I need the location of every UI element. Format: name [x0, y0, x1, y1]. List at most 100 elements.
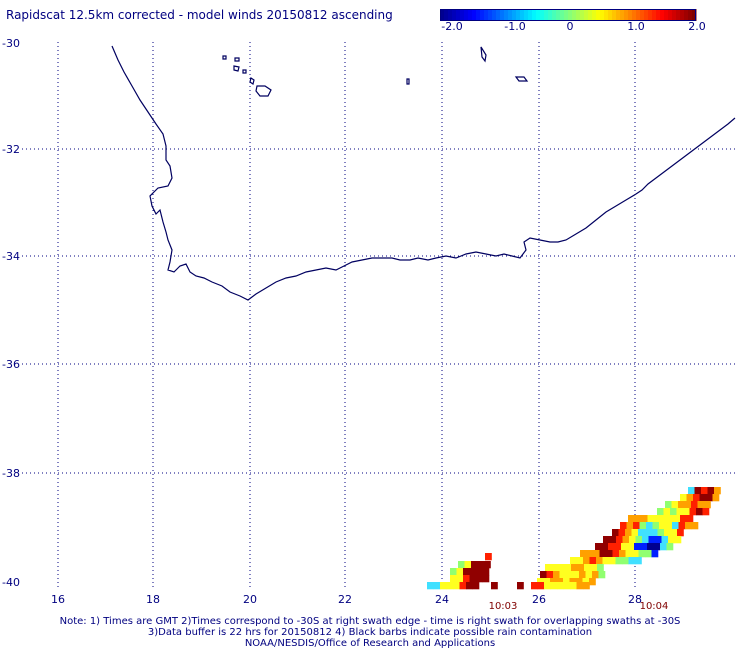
wind-cell	[603, 536, 610, 544]
wind-cell	[668, 536, 675, 544]
colorbar-cell	[660, 9, 665, 21]
colorbar-cell	[680, 9, 685, 21]
wind-cell	[714, 487, 721, 495]
colorbar-cell	[576, 9, 581, 21]
colorbar-cell	[488, 9, 493, 21]
colorbar-cell	[456, 9, 461, 21]
wind-cell	[654, 515, 661, 523]
note-line-1: Note: 1) Times are GMT 2)Times correspon…	[59, 616, 681, 627]
islands	[222, 46, 529, 97]
wind-cell	[450, 575, 457, 583]
wind-cell	[590, 564, 598, 572]
note-line-3: NOAA/NESDIS/Office of Research and Appli…	[244, 638, 496, 649]
colorbar-cell	[672, 9, 677, 21]
wind-cell	[641, 515, 648, 523]
swath-time-label: 10:04	[640, 601, 669, 612]
wind-cell	[576, 557, 584, 565]
colorbar-cell	[520, 9, 525, 21]
colorbar-cell	[640, 9, 645, 21]
wind-cell	[691, 522, 699, 530]
colorbar-label-pos1: 1.0	[627, 20, 645, 33]
wind-cell	[616, 536, 623, 544]
colorbar-cell	[496, 9, 501, 21]
wind-cell	[664, 529, 671, 537]
wind-cell	[704, 501, 711, 509]
wind-cell	[660, 515, 668, 523]
wind-cell	[625, 550, 633, 558]
wind-cell	[450, 568, 457, 576]
wind-cell	[543, 578, 551, 586]
wind-cell	[586, 550, 594, 558]
wind-cell	[440, 582, 447, 590]
wind-cell	[634, 543, 641, 551]
wind-cell	[589, 557, 597, 565]
wind-cell	[579, 571, 586, 579]
wind-cell	[622, 557, 629, 565]
wind-cell	[563, 578, 570, 586]
wind-cell	[626, 522, 634, 530]
colorbar-cell	[692, 9, 697, 21]
wind-cell	[676, 508, 684, 516]
colorbar-cell	[560, 9, 565, 21]
wind-cell	[670, 529, 678, 537]
wind-cell	[621, 543, 628, 551]
wind-cell	[618, 529, 626, 537]
wind-cell	[655, 536, 662, 544]
wind-cell	[615, 557, 623, 565]
wind-cell	[647, 515, 655, 523]
wind-cell	[472, 582, 480, 590]
colorbar-cell	[668, 9, 673, 21]
colorbar-cell	[620, 9, 625, 21]
wind-cell	[638, 550, 646, 558]
wind-cell	[673, 515, 681, 523]
wind-cell	[485, 553, 492, 561]
wind-cell	[647, 543, 654, 551]
colorbar-cell	[580, 9, 585, 21]
wind-cell	[476, 575, 483, 583]
wind-cell	[585, 571, 593, 579]
wind-cell	[589, 578, 596, 586]
wind-cell	[665, 522, 673, 530]
colorbar-cell	[472, 9, 477, 21]
wind-cell	[697, 501, 705, 509]
wind-cell	[660, 543, 667, 551]
wind-cell	[459, 582, 467, 590]
wind-cell	[663, 508, 671, 516]
wind-cell	[667, 515, 674, 523]
colorbar-cell	[676, 9, 681, 21]
note-line-2: 3)Data buffer is 22 hrs for 20150812 4) …	[147, 627, 593, 638]
wind-cell	[544, 582, 551, 590]
colorbar-cell	[644, 9, 649, 21]
wind-cell	[702, 508, 710, 516]
wind-cell	[576, 582, 584, 590]
wind-cell	[706, 494, 713, 502]
wind-cell	[551, 564, 559, 572]
colorbar-cell	[624, 9, 629, 21]
colorbar-label-zero: 0	[566, 20, 574, 33]
colorbar-cell	[616, 9, 621, 21]
wind-cell	[685, 522, 692, 530]
wind-cell	[639, 522, 647, 530]
colorbar-label-min: -2.0	[441, 20, 463, 33]
wind-cell	[557, 582, 564, 590]
colorbar-cell	[452, 9, 457, 21]
colorbar-cell	[480, 9, 485, 21]
wind-cell	[476, 568, 483, 576]
colorbar-cell	[568, 9, 573, 21]
wind-cell	[446, 582, 454, 590]
wind-cell	[583, 557, 590, 565]
wind-cell	[469, 575, 477, 583]
wind-cell	[469, 568, 477, 576]
colorbar-cell	[468, 9, 473, 21]
wind-cell	[456, 575, 464, 583]
colorbar-cell	[492, 9, 497, 21]
colorbar-cell	[540, 9, 545, 21]
wind-cell	[602, 557, 610, 565]
colorbar-cell	[512, 9, 517, 21]
wind-cell	[564, 564, 572, 572]
wind-cell	[680, 494, 687, 502]
wind-cell	[712, 494, 720, 502]
wind-cell	[648, 536, 656, 544]
wind-cell	[644, 529, 652, 537]
